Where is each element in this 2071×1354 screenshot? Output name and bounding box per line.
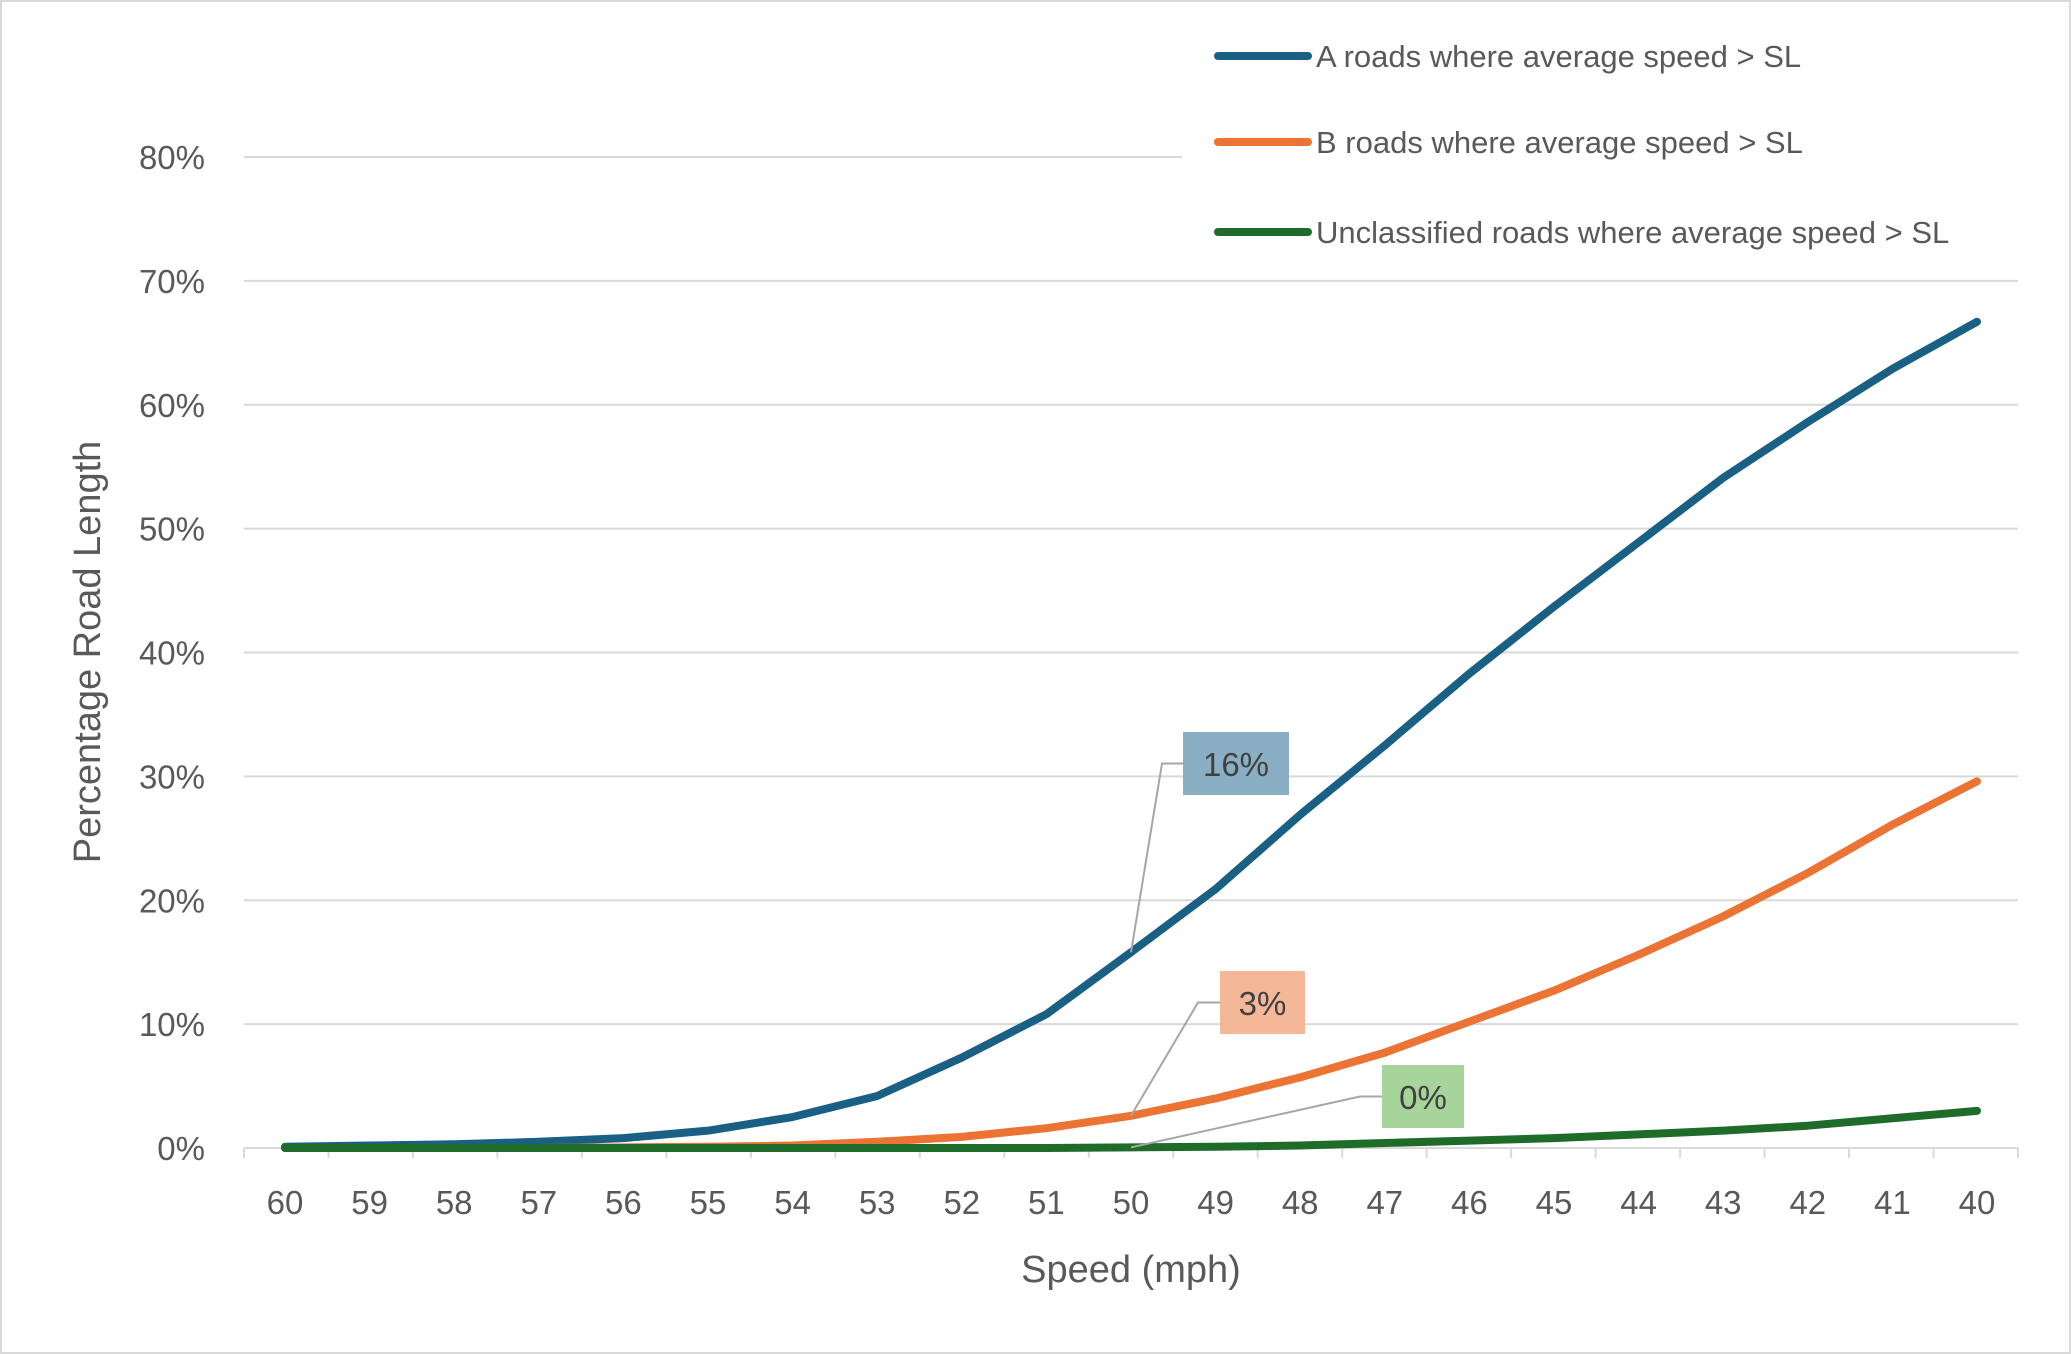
y-tick-label: 50% [139, 511, 205, 548]
x-tick-label: 54 [774, 1184, 811, 1221]
x-tick-label: 51 [1028, 1184, 1065, 1221]
data-label: 3% [1239, 985, 1287, 1022]
legend-label: A roads where average speed > SL [1316, 39, 1801, 74]
x-tick-label: 48 [1282, 1184, 1319, 1221]
y-tick-label: 60% [139, 387, 205, 424]
data-label: 0% [1399, 1079, 1447, 1116]
x-tick-label: 56 [605, 1184, 642, 1221]
x-tick-label: 53 [859, 1184, 896, 1221]
x-tick-label: 43 [1705, 1184, 1742, 1221]
legend-label: B roads where average speed > SL [1316, 125, 1803, 160]
y-tick-label: 40% [139, 635, 205, 672]
y-tick-label: 70% [139, 263, 205, 300]
y-tick-label: 30% [139, 758, 205, 795]
y-tick-label: 80% [139, 139, 205, 176]
data-label: 16% [1203, 746, 1269, 783]
x-tick-label: 44 [1620, 1184, 1657, 1221]
x-tick-label: 58 [436, 1184, 473, 1221]
x-tick-label: 50 [1113, 1184, 1150, 1221]
x-tick-label: 59 [351, 1184, 388, 1221]
x-tick-label: 57 [520, 1184, 557, 1221]
y-axis-title: Percentage Road Length [67, 441, 109, 864]
x-axis-title: Speed (mph) [1021, 1249, 1241, 1291]
data-label-leader [1130, 762, 1183, 953]
x-tick-label: 49 [1197, 1184, 1234, 1221]
x-tick-label: 55 [690, 1184, 727, 1221]
x-tick-label: 41 [1874, 1184, 1911, 1221]
x-tick-label: 52 [943, 1184, 980, 1221]
legend-label: Unclassified roads where average speed >… [1316, 215, 1949, 250]
x-tick-label: 60 [267, 1184, 304, 1221]
x-tick-label: 42 [1789, 1184, 1826, 1221]
x-tick-label: 46 [1451, 1184, 1488, 1221]
data-label-box [1382, 1065, 1464, 1128]
data-label-leader [1130, 1095, 1382, 1149]
y-tick-label: 0% [157, 1130, 205, 1167]
y-tick-label: 20% [139, 882, 205, 919]
data-label-box [1220, 971, 1305, 1034]
x-tick-label: 47 [1366, 1184, 1403, 1221]
y-tick-label: 10% [139, 1006, 205, 1043]
x-tick-label: 45 [1536, 1184, 1573, 1221]
data-label-box [1183, 732, 1289, 795]
data-label-leader [1130, 1001, 1220, 1117]
x-tick-label: 40 [1959, 1184, 1996, 1221]
